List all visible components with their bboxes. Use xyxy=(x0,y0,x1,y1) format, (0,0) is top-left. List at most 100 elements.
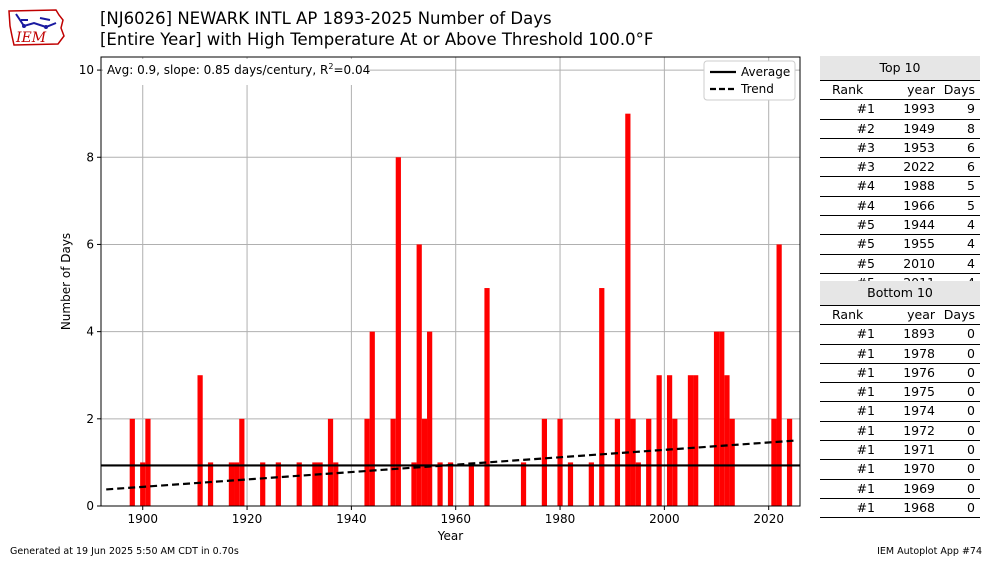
days-cell: 0 xyxy=(967,364,975,380)
rank-cell: #1 xyxy=(856,403,875,419)
trend-line xyxy=(106,439,795,491)
year-cell: 1953 xyxy=(903,139,935,155)
year-cell: 1993 xyxy=(903,101,935,117)
table-row: #1 1975 0 xyxy=(820,383,980,403)
days-cell: 6 xyxy=(967,159,975,175)
rank-cell: #5 xyxy=(856,236,875,252)
axis-ticks: 1900 1920 1940 1960 1980 2000 2020 0 2 4 6 8 10 xyxy=(79,63,784,526)
bar xyxy=(317,462,323,506)
bar xyxy=(625,113,631,506)
legend-trend-label: Trend xyxy=(740,82,774,96)
year-cell: 1976 xyxy=(903,364,935,380)
table-row: #1 1976 0 xyxy=(820,364,980,384)
table-row: #2 1949 8 xyxy=(820,120,980,139)
table-row: #5 2010 4 xyxy=(820,255,980,274)
rank-cell: #1 xyxy=(856,326,875,342)
days-cell: 0 xyxy=(967,442,975,458)
bar xyxy=(333,462,339,506)
rank-cell: #1 xyxy=(856,442,875,458)
days-cell: 4 xyxy=(967,236,975,252)
y-tick-label: 6 xyxy=(86,237,94,251)
table-row: #5 1944 4 xyxy=(820,216,980,236)
bars xyxy=(129,113,793,507)
annotation-background xyxy=(103,59,369,85)
year-cell: 1971 xyxy=(903,442,935,458)
top10-title: Top 10 xyxy=(820,56,980,81)
x-tick-label: 1980 xyxy=(545,512,576,526)
bar xyxy=(656,375,662,506)
bar xyxy=(635,462,641,506)
weather-map-icon xyxy=(15,13,57,29)
table-row: #1 1974 0 xyxy=(820,402,980,422)
bar xyxy=(129,418,135,506)
bar xyxy=(411,462,417,506)
bar xyxy=(724,375,730,506)
days-cell: 0 xyxy=(967,461,975,477)
bar xyxy=(369,331,375,506)
legend: Average Trend xyxy=(703,60,796,101)
y-tick-label: 4 xyxy=(86,325,94,339)
table-row: #1 1993 9 xyxy=(820,100,980,120)
reference-lines xyxy=(101,439,800,491)
days-cell: 0 xyxy=(967,326,975,342)
plot-frame xyxy=(100,56,801,507)
table-row: #1 1972 0 xyxy=(820,422,980,442)
bar xyxy=(520,462,527,506)
table-row: #3 1953 6 xyxy=(820,139,980,159)
table-row: #1 1968 0 xyxy=(820,499,980,519)
footer-generated: Generated at 19 Jun 2025 5:50 AM CDT in … xyxy=(10,546,239,557)
year-cell: 1978 xyxy=(903,345,935,361)
days-cell: 0 xyxy=(967,384,975,400)
column-rank: Rank xyxy=(832,307,864,322)
bar xyxy=(729,418,735,506)
stats-annotation: Avg: 0.9, slope: 0.85 days/century, R2=0… xyxy=(107,62,370,77)
rank-cell: #1 xyxy=(856,101,875,117)
bar xyxy=(614,418,621,506)
bar xyxy=(364,418,370,506)
year-cell: 2010 xyxy=(903,255,935,271)
x-tick-label: 1960 xyxy=(440,512,471,526)
bar xyxy=(719,331,725,506)
bar xyxy=(630,418,636,506)
year-cell: 2022 xyxy=(903,159,935,175)
bottom10-title: Bottom 10 xyxy=(820,281,980,306)
year-cell: 1944 xyxy=(903,217,935,233)
year-cell: 1970 xyxy=(903,461,935,477)
bar xyxy=(599,288,605,506)
top10-table: Top 10 Rank year Days #1 1993 9 #2 1949 8 #3 19… xyxy=(820,56,980,294)
y-tick-label: 8 xyxy=(86,150,94,164)
rank-cell: #3 xyxy=(856,159,875,175)
days-cell: 0 xyxy=(967,345,975,361)
iem-logo: IEM xyxy=(8,9,65,46)
annotation-value: =0.04 xyxy=(333,63,370,77)
table-row: #3 2022 6 xyxy=(820,158,980,178)
bar xyxy=(228,462,235,506)
days-cell: 0 xyxy=(967,480,975,496)
days-cell: 4 xyxy=(967,217,975,233)
bar xyxy=(207,462,214,506)
x-tick-label: 1920 xyxy=(232,512,263,526)
days-cell: 5 xyxy=(967,178,975,194)
table-row: #1 1893 0 xyxy=(820,325,980,345)
table-row: #1 1970 0 xyxy=(820,460,980,480)
bar xyxy=(234,462,240,506)
column-rank: Rank xyxy=(832,82,864,97)
x-tick-label: 2000 xyxy=(649,512,680,526)
annotation-text: Avg: 0.9, slope: 0.85 days/century, R xyxy=(107,63,328,77)
days-cell: 9 xyxy=(967,101,975,117)
bar xyxy=(666,375,673,506)
annotation-superscript: 2 xyxy=(328,62,333,71)
bar xyxy=(140,462,146,506)
rank-cell: #1 xyxy=(856,422,875,438)
rank-cell: #5 xyxy=(856,255,875,271)
chart-title: [NJ6026] NEWARK INTL AP 1893-2025 Number… xyxy=(100,9,552,28)
y-tick-label: 2 xyxy=(86,412,94,426)
year-cell: 1966 xyxy=(903,197,935,213)
column-year: year xyxy=(907,307,935,322)
bar xyxy=(416,244,422,507)
bar xyxy=(687,375,694,506)
rank-cell: #1 xyxy=(856,499,875,515)
bar xyxy=(484,288,490,506)
bar xyxy=(427,331,433,506)
bar xyxy=(239,418,245,506)
